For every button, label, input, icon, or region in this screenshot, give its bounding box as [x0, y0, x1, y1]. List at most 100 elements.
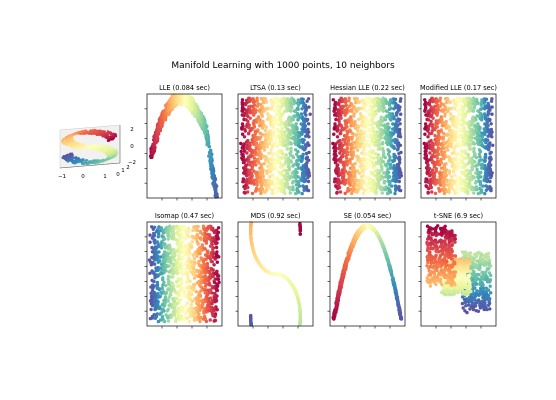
- data-point: [211, 247, 215, 252]
- data-point: [268, 120, 273, 124]
- data-point: [150, 303, 155, 308]
- data-point: [264, 108, 268, 112]
- data-point: [239, 149, 243, 154]
- data-point: [487, 148, 491, 152]
- data-point: [164, 283, 168, 288]
- data-point: [186, 286, 190, 290]
- data-point: [472, 191, 476, 195]
- data-point: [173, 313, 177, 317]
- data-point: [483, 191, 487, 196]
- data-point: [302, 148, 306, 152]
- data-point: [357, 171, 362, 175]
- data-point: [490, 135, 494, 139]
- data-point: [153, 316, 158, 320]
- data-point: [156, 132, 160, 137]
- data-point: [440, 124, 445, 128]
- data-point: [353, 100, 358, 105]
- data-point: [430, 190, 434, 194]
- data-point: [282, 109, 287, 114]
- data-point: [162, 304, 166, 308]
- data-point: [347, 99, 351, 103]
- panel-title: Hessian LLE (0.22 sec): [330, 84, 405, 92]
- data-point: [446, 148, 450, 152]
- data-point: [388, 155, 392, 159]
- data-point: [190, 292, 194, 296]
- data-point: [293, 109, 297, 114]
- data-point: [259, 156, 263, 161]
- data-point: [275, 160, 280, 165]
- data-point: [304, 113, 308, 117]
- data-point: [167, 296, 171, 300]
- data-point: [241, 160, 246, 165]
- data-point: [468, 179, 472, 183]
- panel-hessian: Hessian LLE (0.22 sec): [327, 84, 406, 201]
- data-point: [305, 118, 309, 123]
- data-point: [367, 100, 371, 104]
- data-point: [280, 126, 284, 130]
- data-point: [376, 139, 381, 144]
- data-point: [385, 191, 390, 196]
- data-point: [354, 133, 358, 137]
- data-point: [161, 283, 165, 287]
- data-point: [272, 108, 277, 113]
- data-point: [295, 163, 300, 167]
- data-point: [166, 299, 170, 303]
- data-point: [440, 147, 444, 151]
- data-point: [195, 254, 199, 258]
- data-point: [285, 135, 290, 140]
- data-point: [442, 156, 446, 161]
- data-point: [275, 104, 279, 109]
- data-point: [489, 122, 493, 126]
- data-point: [240, 109, 245, 113]
- points: [331, 96, 403, 196]
- data-point: [181, 228, 185, 232]
- data-point: [158, 128, 163, 133]
- data-point: [392, 117, 396, 121]
- data-point: [255, 183, 259, 187]
- data-point: [355, 190, 359, 194]
- data-point: [264, 100, 268, 105]
- data-point: [266, 112, 270, 116]
- data-point: [459, 188, 464, 193]
- data-point: [377, 172, 381, 176]
- data-point: [204, 241, 209, 245]
- data-point: [485, 179, 489, 184]
- data-point: [174, 280, 179, 284]
- data-point: [484, 140, 488, 145]
- data-point: [447, 190, 451, 194]
- data-point: [205, 228, 209, 232]
- data-point: [480, 118, 484, 122]
- data-point: [274, 191, 278, 195]
- data-point: [265, 171, 269, 175]
- data-point: [455, 184, 459, 188]
- data-point: [382, 171, 386, 175]
- data-point: [215, 288, 219, 293]
- data-point: [457, 166, 461, 171]
- data-point: [191, 283, 196, 287]
- data-point: [296, 135, 301, 139]
- panel-title: LLE (0.084 sec): [159, 84, 210, 92]
- data-point: [213, 257, 217, 261]
- data-point: [294, 176, 298, 180]
- data-point: [332, 132, 336, 136]
- data-point: [291, 188, 295, 192]
- data-point: [280, 183, 284, 187]
- data-point: [397, 175, 402, 180]
- data-point: [239, 141, 243, 146]
- data-point: [197, 120, 202, 125]
- data-point: [271, 153, 275, 157]
- data-point: [345, 142, 349, 147]
- data-point: [305, 99, 309, 103]
- data-point: [267, 186, 272, 191]
- data-point: [457, 136, 461, 140]
- data-point: [263, 190, 267, 194]
- data-point: [392, 107, 396, 111]
- data-point: [244, 102, 248, 107]
- data-point: [306, 179, 311, 184]
- data-point: [450, 175, 454, 179]
- data-point: [183, 236, 188, 241]
- data-point: [276, 182, 281, 186]
- data-point: [375, 162, 380, 166]
- data-point: [350, 137, 354, 141]
